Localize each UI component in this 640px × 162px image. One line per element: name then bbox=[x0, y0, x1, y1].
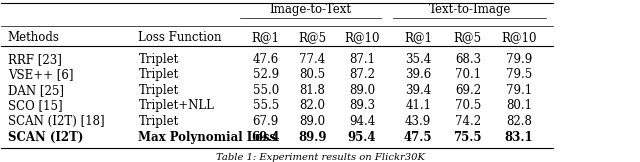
Text: 80.5: 80.5 bbox=[300, 68, 325, 81]
Text: 89.0: 89.0 bbox=[300, 115, 325, 128]
Text: 79.5: 79.5 bbox=[506, 68, 532, 81]
Text: Methods: Methods bbox=[8, 31, 60, 44]
Text: 75.5: 75.5 bbox=[454, 131, 482, 144]
Text: 89.9: 89.9 bbox=[298, 131, 326, 144]
Text: Loss Function: Loss Function bbox=[138, 31, 222, 44]
Text: Max Polynomial Loss: Max Polynomial Loss bbox=[138, 131, 276, 144]
Text: 69.2: 69.2 bbox=[455, 84, 481, 97]
Text: 87.2: 87.2 bbox=[349, 68, 375, 81]
Text: 79.9: 79.9 bbox=[506, 53, 532, 66]
Text: 55.5: 55.5 bbox=[253, 99, 279, 112]
Text: 70.1: 70.1 bbox=[455, 68, 481, 81]
Text: DAN [25]: DAN [25] bbox=[8, 84, 64, 97]
Text: 70.5: 70.5 bbox=[454, 99, 481, 112]
Text: RRF [23]: RRF [23] bbox=[8, 53, 61, 66]
Text: 81.8: 81.8 bbox=[300, 84, 325, 97]
Text: 39.4: 39.4 bbox=[405, 84, 431, 97]
Text: 67.9: 67.9 bbox=[253, 115, 279, 128]
Text: SCO [15]: SCO [15] bbox=[8, 99, 62, 112]
Text: 35.4: 35.4 bbox=[405, 53, 431, 66]
Text: Triplet: Triplet bbox=[138, 68, 179, 81]
Text: 95.4: 95.4 bbox=[348, 131, 376, 144]
Text: R@1: R@1 bbox=[252, 31, 280, 44]
Text: 89.3: 89.3 bbox=[349, 99, 375, 112]
Text: R@5: R@5 bbox=[298, 31, 326, 44]
Text: 77.4: 77.4 bbox=[300, 53, 326, 66]
Text: Triplet: Triplet bbox=[138, 53, 179, 66]
Text: 80.1: 80.1 bbox=[506, 99, 532, 112]
Text: R@10: R@10 bbox=[501, 31, 536, 44]
Text: 82.8: 82.8 bbox=[506, 115, 532, 128]
Text: 55.0: 55.0 bbox=[253, 84, 279, 97]
Text: Triplet+NLL: Triplet+NLL bbox=[138, 99, 214, 112]
Text: 74.2: 74.2 bbox=[455, 115, 481, 128]
Text: 68.3: 68.3 bbox=[455, 53, 481, 66]
Text: 79.1: 79.1 bbox=[506, 84, 532, 97]
Text: 39.6: 39.6 bbox=[405, 68, 431, 81]
Text: 47.6: 47.6 bbox=[253, 53, 279, 66]
Text: R@1: R@1 bbox=[404, 31, 432, 44]
Text: R@10: R@10 bbox=[344, 31, 380, 44]
Text: 87.1: 87.1 bbox=[349, 53, 375, 66]
Text: Table 1: Experiment results on Flickr30K: Table 1: Experiment results on Flickr30K bbox=[216, 153, 424, 162]
Text: SCAN (I2T): SCAN (I2T) bbox=[8, 131, 83, 144]
Text: 52.9: 52.9 bbox=[253, 68, 279, 81]
Text: 69.4: 69.4 bbox=[252, 131, 280, 144]
Text: Triplet: Triplet bbox=[138, 115, 179, 128]
Text: Image-to-Text: Image-to-Text bbox=[269, 3, 351, 16]
Text: 47.5: 47.5 bbox=[404, 131, 433, 144]
Text: Triplet: Triplet bbox=[138, 84, 179, 97]
Text: 83.1: 83.1 bbox=[504, 131, 533, 144]
Text: 94.4: 94.4 bbox=[349, 115, 375, 128]
Text: 82.0: 82.0 bbox=[300, 99, 325, 112]
Text: VSE++ [6]: VSE++ [6] bbox=[8, 68, 73, 81]
Text: 89.0: 89.0 bbox=[349, 84, 375, 97]
Text: R@5: R@5 bbox=[454, 31, 482, 44]
Text: Text-to-Image: Text-to-Image bbox=[429, 3, 511, 16]
Text: SCAN (I2T) [18]: SCAN (I2T) [18] bbox=[8, 115, 104, 128]
Text: 41.1: 41.1 bbox=[405, 99, 431, 112]
Text: 43.9: 43.9 bbox=[405, 115, 431, 128]
